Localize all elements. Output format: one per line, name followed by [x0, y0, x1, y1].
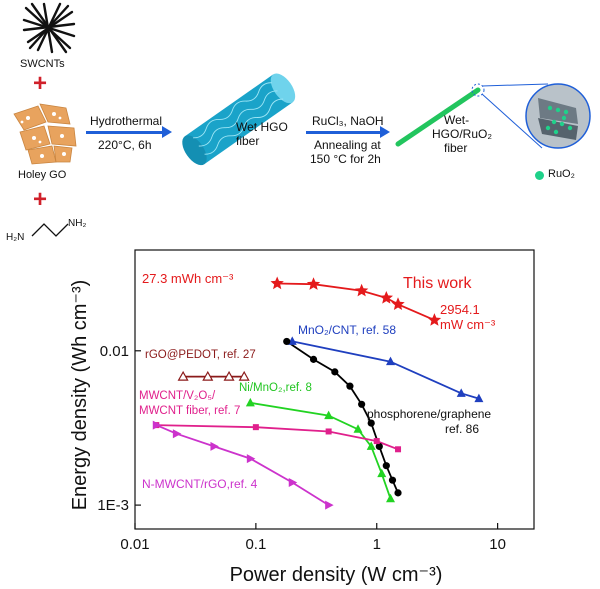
data-point-series-4	[353, 424, 363, 433]
data-point-series-2	[309, 355, 318, 363]
x-tick-label: 0.01	[120, 536, 149, 553]
data-point-series-2	[375, 442, 383, 451]
wet-hgo-fiber-illustration	[182, 73, 296, 166]
data-point-series-6	[246, 454, 256, 464]
data-point-series-0	[379, 291, 393, 304]
step1-label-line2: 220°C, 6h	[98, 138, 152, 152]
data-point-series-4	[245, 397, 255, 407]
data-point-series-6	[325, 500, 334, 510]
series-line-0	[277, 282, 435, 321]
ragone-chart: 0.01 0.1 1 10 1E-3 0.01 Energy density (Wh cm…	[69, 249, 535, 586]
amine-left: H₂N	[6, 232, 24, 242]
data-point-series-3	[177, 370, 189, 381]
plus-sign-2: +	[33, 186, 48, 213]
annotation-power-max-2: mW cm⁻³	[440, 317, 496, 332]
step2-label-line1: RuCl₃, NaOH	[312, 114, 384, 128]
x-axis-title: Power density (W cm⁻³)	[230, 564, 443, 586]
swcnt-label: SWCNTs	[20, 58, 65, 70]
data-point-series-2	[358, 400, 366, 408]
data-point-series-6	[288, 478, 298, 488]
data-point-series-3	[202, 370, 214, 381]
data-point-series-5	[395, 446, 402, 453]
data-point-series-2	[331, 368, 339, 376]
data-point-series-0	[427, 313, 442, 326]
product-label-line3: fiber	[444, 141, 468, 155]
data-point-series-1	[456, 388, 466, 397]
holey-go-illustration	[13, 103, 77, 165]
data-point-series-2	[388, 476, 397, 484]
data-point-series-2	[367, 419, 375, 427]
data-point-series-3	[223, 370, 235, 381]
swcnt-illustration	[22, 2, 76, 54]
y-tick-label: 1E-3	[97, 497, 129, 514]
annotation-power-max-1: 2954.1	[440, 302, 480, 317]
data-point-series-4	[324, 410, 334, 420]
data-point-series-6	[172, 429, 182, 439]
annotation-n-mwcnt: N-MWCNT/rGO,ref. 4	[142, 477, 258, 491]
ruo2-fiber-illustration	[395, 83, 591, 149]
annotation-rgo-pedot: rGO@PEDOT, ref. 27	[145, 349, 256, 361]
annotation-mno2-cnt: MnO₂/CNT, ref. 58	[298, 323, 396, 337]
data-point-series-4	[366, 441, 376, 450]
wet-hgo-label-line1: Wet HGO	[236, 120, 288, 134]
data-point-series-0	[355, 283, 369, 297]
annotation-ni-mno2: Ni/MnO₂,ref. 8	[239, 382, 312, 394]
series-line-6	[155, 424, 330, 506]
data-point-series-0	[306, 277, 321, 290]
data-point-series-5	[252, 424, 259, 431]
series-line-2	[286, 340, 399, 494]
data-point-series-4	[386, 493, 396, 503]
plot-frame	[134, 249, 535, 530]
step1-label-line1: Hydrothermal	[90, 114, 163, 128]
series-line-1	[292, 340, 480, 400]
data-point-series-2	[346, 382, 354, 390]
ruo2-legend-dot	[535, 171, 544, 180]
y-tick-label: 0.01	[100, 343, 129, 360]
x-tick-label: 10	[489, 536, 506, 553]
data-point-series-1	[386, 356, 396, 366]
data-point-series-5	[325, 428, 332, 435]
holey-go-label: Holey GO	[18, 169, 67, 181]
y-axis-title: Energy density (Wh cm⁻³)	[69, 280, 91, 511]
step1-arrow	[86, 126, 172, 138]
data-point-series-0	[270, 276, 284, 290]
data-point-series-3	[238, 370, 250, 381]
step2-label-line3: 150 °C for 2h	[310, 152, 381, 166]
product-label-line1: Wet-	[444, 113, 470, 127]
data-point-series-2	[283, 337, 291, 346]
data-point-series-2	[382, 462, 390, 470]
amine-right: NH₂	[68, 218, 86, 229]
step2-label-line2: Annealing at	[314, 138, 381, 152]
annotation-top-energy: 27.3 mWh cm⁻³	[142, 271, 234, 286]
x-tick-label: 1	[373, 536, 381, 553]
data-point-series-4	[377, 468, 387, 478]
data-point-series-2	[394, 489, 402, 497]
data-point-series-6	[152, 420, 162, 430]
annotation-phosphorene-1: phosphorene/graphene	[367, 407, 491, 421]
annotation-phosphorene-2: ref. 86	[445, 422, 479, 436]
data-point-series-0	[391, 297, 405, 310]
plus-sign-1: +	[33, 70, 48, 97]
ethylenediamine-structure: H₂N NH₂	[6, 218, 86, 242]
series-line-5	[156, 424, 399, 451]
ruo2-legend-label: RuO₂	[548, 168, 575, 180]
data-point-series-6	[210, 441, 219, 451]
x-tick-label: 0.1	[245, 536, 266, 553]
product-label-line2: HGO/RuO₂	[432, 127, 492, 141]
annotation-this-work: This work	[403, 275, 472, 292]
wet-hgo-label-line2: fiber	[236, 134, 260, 148]
data-point-series-1	[474, 393, 484, 403]
annotation-mwcnt-2: MWCNT fiber, ref. 7	[139, 405, 240, 417]
data-point-series-5	[373, 438, 380, 445]
step2-arrow	[306, 126, 390, 138]
annotation-mwcnt-1: MWCNT/V₂O₅/	[139, 390, 216, 402]
